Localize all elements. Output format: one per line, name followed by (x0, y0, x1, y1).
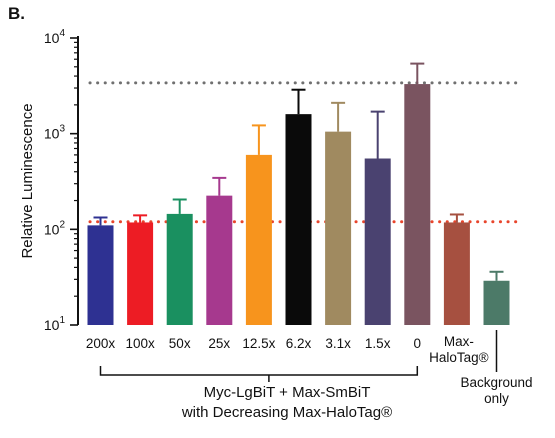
x-tick-label-11-line-2: only (484, 391, 509, 406)
reference-lines (88, 81, 522, 224)
x-tick-label-2: 100x (125, 336, 155, 351)
group-bracket (99, 366, 419, 382)
bar-4 (206, 195, 233, 325)
y-tick-label: 104 (44, 28, 66, 46)
x-tick-label-10-line-1: Max- (444, 334, 474, 349)
bar-9 (404, 84, 431, 325)
group-label-line-2: with Decreasing Max-HaloTag® (181, 404, 392, 421)
bracket-line (99, 366, 419, 376)
y-tick-label: 101 (44, 315, 66, 333)
x-tick-label-11-line-1: Background (460, 375, 532, 390)
x-tick-label-7: 3.1x (325, 336, 351, 351)
x-tick-labels: 200x 100x 50x 25x 12.5x 6.2x 3.1x 1.5x 0 Max-Halo… (86, 330, 533, 406)
chart-axes: 101 102 103 104 (44, 28, 79, 333)
group-label-line-1: Myc-LgBiT + Max-SmBiT (204, 384, 371, 401)
y-tick-label: 102 (44, 219, 66, 237)
bar-1 (87, 225, 114, 325)
x-tick-label-10-line-2: HaloTag® (429, 350, 489, 365)
bar-11 (483, 280, 510, 325)
x-tick-label-4: 25x (208, 336, 230, 351)
y-tick-label: 103 (44, 124, 66, 142)
bar-6 (285, 114, 312, 325)
bar-8 (364, 158, 391, 325)
x-tick-label-9: 0 (414, 336, 422, 351)
bar-10 (443, 222, 470, 325)
x-tick-label-3: 50x (169, 336, 191, 351)
bar-5 (245, 154, 272, 325)
bar-3 (166, 213, 193, 325)
bar-7 (325, 131, 352, 325)
panel-label: B. (8, 4, 25, 23)
y-axis-label: Relative Luminescence (19, 103, 36, 258)
x-tick-label-8: 1.5x (365, 336, 391, 351)
bar-2 (127, 222, 154, 325)
x-tick-label-5: 12.5x (242, 336, 275, 351)
bar-series (87, 62, 510, 325)
x-tick-label-6: 6.2x (286, 336, 312, 351)
x-tick-label-1: 200x (86, 336, 116, 351)
